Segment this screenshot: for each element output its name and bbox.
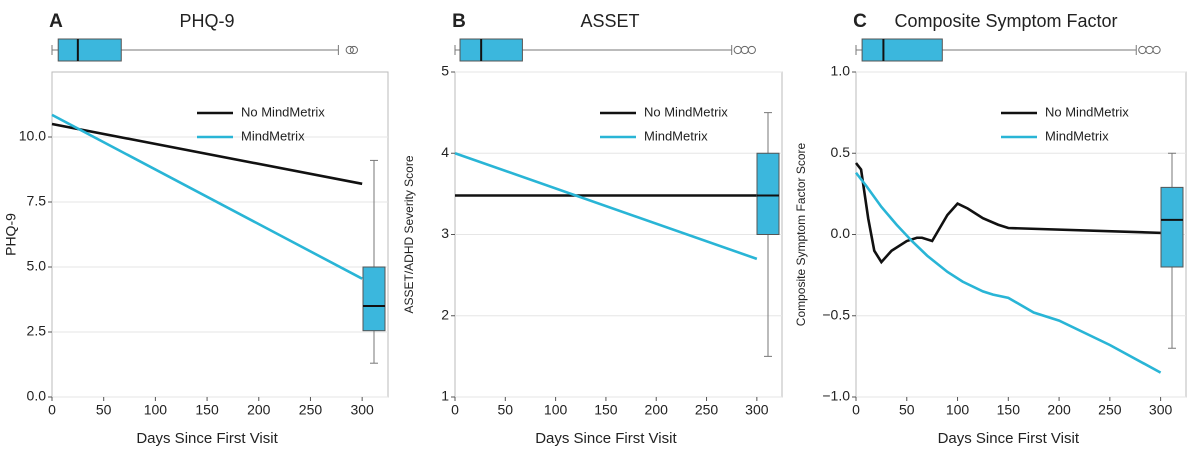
y-axis-label: Composite Symptom Factor Score (794, 142, 808, 326)
outlier (747, 45, 756, 55)
x-tick-label: 250 (1098, 402, 1122, 418)
x-tick-label: 50 (899, 402, 915, 418)
outlier (740, 45, 749, 55)
outlier (1138, 45, 1147, 55)
series-line (854, 162, 1161, 265)
panel-label: C (853, 11, 867, 32)
x-tick-label: 300 (745, 402, 769, 418)
y-tick-label: 7.5 (27, 193, 47, 209)
x-tick-label: 300 (1149, 402, 1173, 418)
series-line (51, 113, 363, 280)
x-axis-label: Days Since First Visit (535, 430, 677, 447)
x-tick-label: 100 (946, 402, 970, 418)
y-tick-label: 0.0 (831, 225, 851, 241)
panel-label: A (49, 11, 63, 32)
x-tick-label: 300 (350, 402, 374, 418)
x-tick-label: 100 (544, 402, 568, 418)
y-axis-label: PHQ-9 (3, 213, 19, 256)
legend-label: No MindMetrix (644, 104, 728, 119)
y-tick-label: 0.0 (27, 388, 47, 404)
y-tick-label: 1 (441, 388, 449, 404)
x-tick-label: 0 (451, 402, 459, 418)
panel-label: B (452, 11, 466, 32)
chart-title: Composite Symptom Factor (894, 11, 1117, 31)
x-tick-label: 100 (144, 402, 168, 418)
box (459, 38, 523, 62)
y-axis-label: ASSET/ADHD Severity Score (402, 155, 416, 313)
y-tick-label: 5.0 (27, 258, 47, 274)
outlier (1145, 45, 1154, 55)
x-tick-label: 150 (997, 402, 1021, 418)
series-line (51, 122, 363, 186)
plot-frame (51, 71, 389, 398)
x-tick-label: 150 (594, 402, 618, 418)
legend-label: MindMetrix (241, 128, 305, 143)
series-line (854, 171, 1162, 374)
y-tick-label: −1.0 (822, 388, 850, 404)
outlier (1152, 45, 1161, 55)
y-tick-label: 2.5 (27, 323, 47, 339)
y-tick-label: 3 (441, 225, 449, 241)
box (861, 38, 943, 62)
x-tick-label: 50 (498, 402, 514, 418)
chart-title: PHQ-9 (179, 11, 234, 31)
series-line (454, 152, 758, 261)
y-tick-label: −0.5 (822, 306, 850, 322)
y-tick-label: 10.0 (19, 128, 46, 144)
y-tick-label: 2 (441, 306, 449, 322)
box (57, 38, 122, 62)
box (756, 152, 780, 235)
legend-label: No MindMetrix (1045, 104, 1129, 119)
x-tick-label: 200 (645, 402, 669, 418)
y-tick-label: 0.5 (831, 144, 851, 160)
x-tick-label: 0 (852, 402, 860, 418)
x-tick-label: 0 (48, 402, 56, 418)
y-tick-label: 1.0 (831, 63, 851, 79)
x-tick-label: 250 (299, 402, 323, 418)
x-axis-label: Days Since First Visit (938, 430, 1080, 447)
outlier (733, 45, 742, 55)
y-tick-label: 5 (441, 63, 449, 79)
outlier (345, 45, 354, 55)
x-tick-label: 150 (195, 402, 219, 418)
y-tick-label: 4 (441, 144, 449, 160)
x-axis-label: Days Since First Visit (136, 430, 278, 447)
x-tick-label: 50 (96, 402, 112, 418)
chart-title: ASSET (580, 11, 639, 31)
box (1160, 186, 1184, 268)
box (362, 266, 386, 332)
legend-label: No MindMetrix (241, 104, 325, 119)
x-tick-label: 200 (1047, 402, 1071, 418)
legend-label: MindMetrix (1045, 128, 1109, 143)
x-tick-label: 200 (247, 402, 271, 418)
legend-label: MindMetrix (644, 128, 708, 143)
outlier (349, 45, 358, 55)
x-tick-label: 250 (695, 402, 719, 418)
